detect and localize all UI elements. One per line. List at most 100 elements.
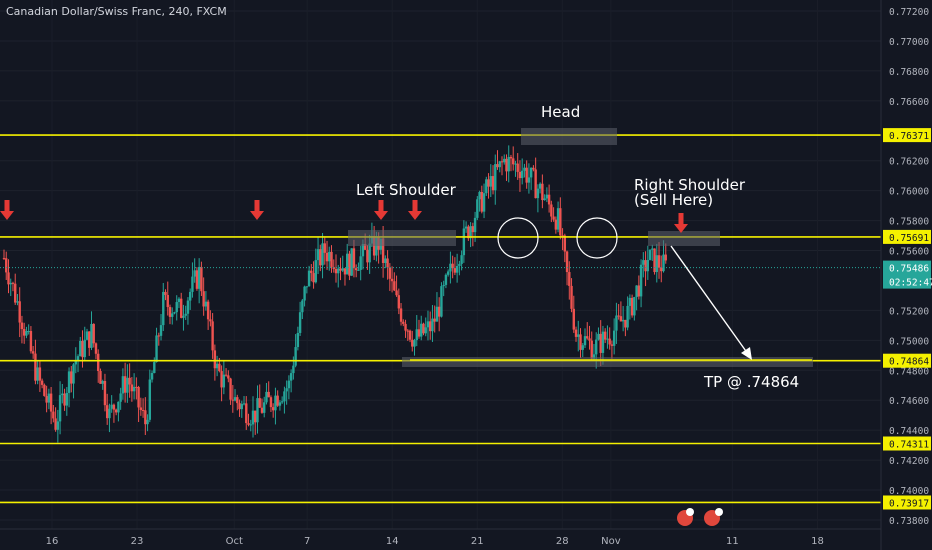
candle-body bbox=[236, 397, 239, 404]
candle-body bbox=[458, 263, 461, 267]
candle-body bbox=[312, 273, 315, 283]
candle-body bbox=[595, 339, 598, 355]
candle-body bbox=[496, 164, 499, 168]
candle-body bbox=[289, 373, 293, 381]
candle-body bbox=[79, 340, 82, 357]
candle-body bbox=[193, 270, 196, 277]
candle-body bbox=[36, 367, 39, 381]
candle-body bbox=[119, 393, 122, 402]
neckline-circle-right bbox=[576, 217, 618, 259]
candle-body bbox=[301, 300, 304, 313]
candle-body bbox=[130, 384, 134, 392]
arrow-head bbox=[674, 224, 688, 233]
pattern-annotations: Head Left Shoulder Right Shoulder(Sell Her… bbox=[0, 103, 813, 391]
candle-body bbox=[171, 313, 174, 317]
time-axis[interactable]: 16 23 Oct 7 14 21 28 Nov 11 18 bbox=[46, 536, 824, 547]
candle-body bbox=[72, 364, 75, 384]
sell-arrow-icon bbox=[374, 200, 388, 220]
candle-body bbox=[408, 330, 412, 340]
price-tick-label: 0.76600 bbox=[889, 97, 929, 108]
candle-body bbox=[209, 319, 212, 322]
candle-body bbox=[43, 384, 46, 396]
candle-body bbox=[359, 256, 362, 270]
candle-body bbox=[218, 363, 221, 372]
head-label: Head bbox=[541, 103, 580, 121]
time-tick-label: 18 bbox=[811, 536, 824, 547]
candle-body bbox=[195, 270, 199, 289]
level-price-tag bbox=[883, 436, 931, 451]
price-axis[interactable]: 0.77200 0.77000 0.76800 0.76600 0.76200 0.760… bbox=[889, 7, 929, 527]
candle-body bbox=[224, 374, 228, 376]
candle-body bbox=[148, 379, 152, 420]
candle-body bbox=[186, 300, 190, 314]
candle-body bbox=[58, 395, 62, 422]
candle-body bbox=[435, 306, 439, 322]
sell-arrow-icon bbox=[250, 200, 264, 220]
candle-body bbox=[307, 270, 311, 287]
event-icons[interactable] bbox=[677, 508, 723, 526]
candle-body bbox=[494, 164, 497, 191]
candle-body bbox=[117, 401, 120, 413]
take-profit-zone bbox=[402, 357, 813, 367]
candle-body bbox=[487, 179, 490, 187]
candle-body bbox=[343, 268, 347, 275]
candle-body bbox=[65, 392, 69, 406]
candle-body bbox=[363, 244, 367, 250]
candle-body bbox=[213, 350, 217, 369]
candle-body bbox=[512, 158, 515, 165]
candle-body bbox=[245, 403, 248, 424]
candle-body bbox=[202, 291, 205, 307]
candle-body bbox=[2, 258, 6, 260]
level-price-tag bbox=[883, 353, 931, 368]
arrow-head bbox=[250, 211, 264, 220]
candle-body bbox=[538, 183, 542, 189]
candle-body bbox=[433, 318, 436, 322]
candle-body bbox=[135, 386, 138, 388]
price-tick-label: 0.74200 bbox=[889, 456, 929, 467]
candle-body bbox=[105, 405, 109, 419]
sell-arrow-icon bbox=[0, 200, 14, 220]
price-tick-label: 0.76800 bbox=[889, 67, 929, 78]
candle-body bbox=[341, 268, 344, 271]
candle-body bbox=[298, 312, 302, 333]
candle-body bbox=[420, 323, 423, 337]
candle-body bbox=[615, 315, 618, 331]
candle-body bbox=[662, 254, 665, 272]
candle-body bbox=[651, 248, 654, 250]
candle-body bbox=[162, 291, 165, 326]
candle-body bbox=[534, 169, 537, 199]
arrow-shaft bbox=[412, 200, 418, 212]
candle-body bbox=[9, 282, 12, 285]
right-shoulder-zone bbox=[648, 231, 720, 246]
candle-body bbox=[5, 258, 8, 273]
candle-body bbox=[166, 294, 169, 308]
candle-body bbox=[413, 340, 416, 347]
candle-body bbox=[381, 238, 385, 264]
candle-body bbox=[94, 343, 98, 354]
candle-body bbox=[357, 269, 360, 271]
candle-body bbox=[411, 339, 414, 347]
candle-body bbox=[339, 268, 342, 271]
price-axis-tags: 0.76371 0.75691 0.74864 0.74311 0.73917 0.754… bbox=[883, 128, 932, 510]
candle-body bbox=[388, 267, 392, 279]
candle-body bbox=[280, 401, 284, 403]
candle-body bbox=[197, 266, 201, 289]
candle-body bbox=[285, 388, 288, 392]
candle-body bbox=[386, 258, 389, 268]
candle-body bbox=[525, 167, 528, 183]
candle-body bbox=[283, 391, 286, 402]
time-tick-label: 7 bbox=[304, 536, 310, 547]
candle-body bbox=[527, 177, 531, 183]
candle-body bbox=[49, 393, 53, 412]
candle-body bbox=[61, 393, 64, 396]
candle-body bbox=[328, 251, 331, 262]
candle-body bbox=[141, 409, 145, 411]
candle-body bbox=[7, 272, 10, 285]
candle-body bbox=[346, 253, 349, 275]
candle-body bbox=[139, 407, 143, 410]
candle-body bbox=[390, 278, 394, 282]
candle-body bbox=[314, 260, 318, 283]
candle-body bbox=[337, 268, 340, 274]
